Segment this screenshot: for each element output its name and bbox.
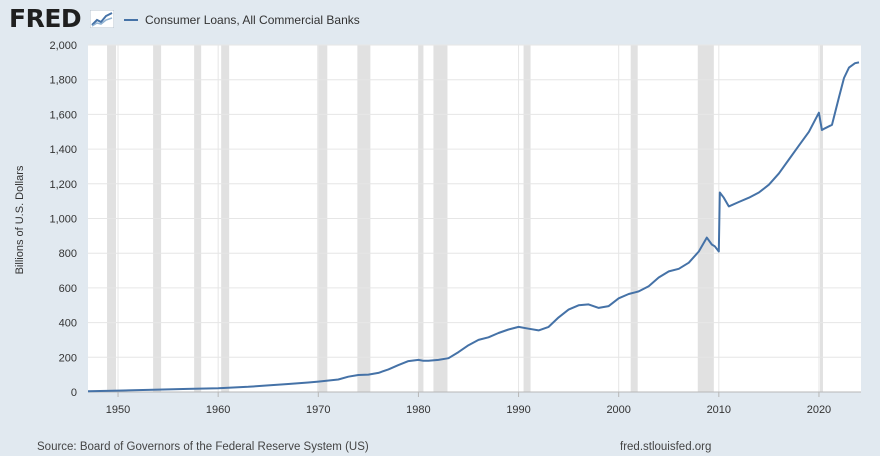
x-tick-label: 2000: [606, 404, 630, 416]
y-tick-label: 1,000: [49, 214, 77, 226]
source-note: Source: Board of Governors of the Federa…: [37, 441, 369, 453]
x-tick-label: 1950: [106, 404, 130, 416]
x-axis-ticks: 1950 1960 1970 1980 1990 2000 2010 2020: [106, 392, 831, 416]
y-tick-label: 1,600: [49, 109, 77, 121]
y-tick-label: 2,000: [49, 40, 77, 52]
chart-legend: Consumer Loans, All Commercial Banks: [124, 13, 360, 27]
chart-header: FRED Consumer Loans, All Commercial Bank…: [0, 0, 880, 40]
y-tick-label: 600: [59, 283, 77, 295]
line-chart: 0 200 400 600 800 1,000 1,200 1,400 1,600 1,800 2,…: [14, 40, 861, 416]
y-tick-label: 1,200: [49, 179, 77, 191]
y-tick-label: 400: [59, 318, 77, 330]
x-tick-label: 1960: [206, 404, 230, 416]
y-tick-label: 200: [59, 352, 77, 364]
y-axis-ticks: 0 200 400 600 800 1,000 1,200 1,400 1,600 1,800 2,…: [49, 40, 77, 399]
x-tick-label: 2010: [707, 404, 731, 416]
graph-logo-icon: [90, 10, 114, 28]
y-tick-label: 0: [71, 387, 77, 399]
legend-label[interactable]: Consumer Loans, All Commercial Banks: [145, 13, 360, 27]
x-tick-label: 2020: [807, 404, 831, 416]
gridlines: [88, 44, 861, 392]
x-tick-label: 1980: [406, 404, 430, 416]
y-axis-label: Billions of U.S. Dollars: [14, 165, 26, 274]
y-tick-label: 800: [59, 248, 77, 260]
y-tick-label: 1,400: [49, 144, 77, 156]
y-tick-label: 1,800: [49, 75, 77, 87]
fred-logo[interactable]: FRED: [9, 4, 82, 33]
x-tick-label: 1970: [306, 404, 330, 416]
fred-url-link[interactable]: fred.stlouisfed.org: [620, 441, 712, 453]
series-line[interactable]: [87, 61, 860, 393]
x-tick-label: 1990: [506, 404, 530, 416]
legend-swatch: [124, 19, 138, 21]
